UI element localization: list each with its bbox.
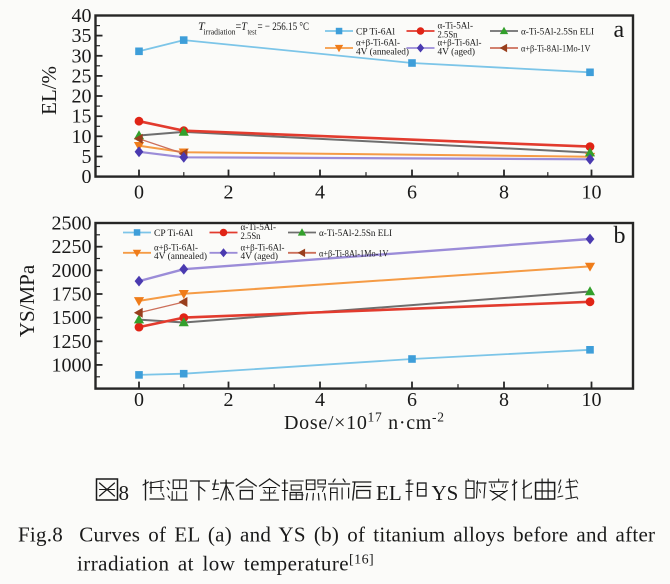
svg-text:5: 5 — [82, 146, 92, 168]
svg-text:α-Ti-5Al-: α-Ti-5Al- — [241, 223, 277, 233]
svg-text:8: 8 — [499, 182, 509, 204]
svg-text:EL/%: EL/% — [37, 66, 61, 115]
svg-text:Dose/×1017 n·cm-2: Dose/×1017 n·cm-2 — [284, 410, 445, 435]
svg-text:1750: 1750 — [52, 284, 92, 306]
svg-text:0: 0 — [134, 182, 144, 204]
svg-text:YS/MPa: YS/MPa — [15, 264, 39, 337]
svg-text:6: 6 — [407, 182, 417, 204]
svg-text:=T: =T — [236, 19, 249, 33]
svg-text:Fig.8 Curves of EL (a) and YS: Fig.8 Curves of EL (a) and YS (b) of tit… — [18, 523, 655, 547]
svg-text:30: 30 — [72, 45, 92, 67]
svg-text:15: 15 — [72, 106, 92, 128]
svg-text:CP Ti-6Al: CP Ti-6Al — [356, 28, 395, 38]
svg-text:1250: 1250 — [52, 331, 92, 353]
svg-text:10: 10 — [582, 389, 602, 411]
svg-text:4V (aged): 4V (aged) — [241, 251, 279, 262]
svg-text:α-Ti-5Al-: α-Ti-5Al- — [438, 22, 474, 32]
svg-text:4V (aged): 4V (aged) — [438, 46, 476, 57]
svg-text:2000: 2000 — [52, 260, 92, 282]
svg-text:2: 2 — [224, 389, 234, 411]
svg-text:10: 10 — [582, 182, 602, 204]
svg-text:a: a — [614, 17, 625, 43]
svg-text:α+β-Ti-6Al-: α+β-Ti-6Al- — [356, 39, 400, 49]
svg-text:25: 25 — [72, 65, 92, 87]
svg-text:6: 6 — [407, 389, 417, 411]
svg-text:1500: 1500 — [52, 307, 92, 329]
svg-text:2: 2 — [224, 182, 234, 204]
svg-text:2.5Sn: 2.5Sn — [438, 30, 458, 40]
svg-text:irradiation: irradiation — [204, 27, 237, 37]
svg-text:test: test — [248, 27, 257, 37]
svg-text:4: 4 — [315, 389, 325, 411]
svg-text:20: 20 — [72, 86, 92, 108]
svg-text:α-Ti-5Al-2.5Sn ELI: α-Ti-5Al-2.5Sn ELI — [319, 229, 392, 239]
svg-text:8: 8 — [499, 389, 509, 411]
svg-text:1000: 1000 — [52, 354, 92, 376]
svg-text:α+β-Ti-6Al-: α+β-Ti-6Al- — [438, 39, 482, 49]
svg-text:T: T — [198, 19, 206, 33]
svg-text:0: 0 — [134, 389, 144, 411]
svg-text:4: 4 — [315, 182, 325, 204]
svg-text:8: 8 — [119, 481, 130, 505]
svg-text:0: 0 — [82, 166, 92, 188]
svg-text:b: b — [614, 223, 626, 249]
svg-text:CP Ti-6Al: CP Ti-6Al — [154, 229, 193, 239]
svg-text:4V (annealed): 4V (annealed) — [356, 46, 409, 57]
svg-text:α+β-Ti-8Al-1Mo-1V: α+β-Ti-8Al-1Mo-1V — [319, 249, 389, 259]
svg-text:α+β-Ti-6Al-: α+β-Ti-6Al- — [154, 243, 198, 253]
svg-text:= − 256.15 °C: = − 256.15 °C — [258, 19, 310, 33]
svg-text:EL: EL — [376, 481, 402, 505]
svg-text:irradiation at low temperature: irradiation at low temperature[16] — [77, 552, 374, 576]
svg-text:YS: YS — [432, 481, 459, 505]
svg-text:2500: 2500 — [52, 213, 92, 235]
svg-text:2250: 2250 — [52, 236, 92, 258]
svg-text:4V (annealed): 4V (annealed) — [154, 251, 207, 262]
svg-text:2.5Sn: 2.5Sn — [241, 232, 261, 242]
svg-text:40: 40 — [72, 5, 92, 27]
svg-text:10: 10 — [72, 126, 92, 148]
svg-text:α+β-Ti-8Al-1Mo-1V: α+β-Ti-8Al-1Mo-1V — [521, 45, 591, 55]
svg-text:35: 35 — [72, 25, 92, 47]
svg-text:α-Ti-5Al-2.5Sn ELI: α-Ti-5Al-2.5Sn ELI — [521, 28, 594, 38]
svg-text:α+β-Ti-6Al-: α+β-Ti-6Al- — [241, 243, 285, 253]
